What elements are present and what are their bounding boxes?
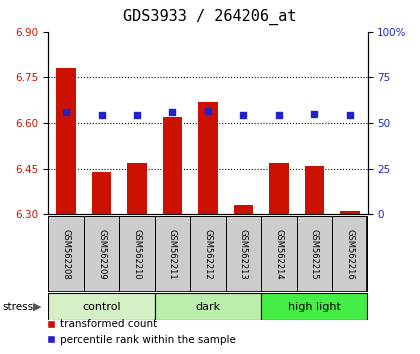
Point [169,109,176,115]
Bar [190,216,226,292]
Text: GSM562212: GSM562212 [203,229,213,279]
Text: GDS3933 / 264206_at: GDS3933 / 264206_at [123,9,297,25]
Point [98,113,105,118]
Text: GSM562214: GSM562214 [274,229,284,279]
Point [346,113,353,118]
Bar [119,216,155,292]
Point [311,111,318,117]
Legend: transformed count, percentile rank within the sample: transformed count, percentile rank withi… [43,315,240,349]
Text: stress: stress [2,302,33,312]
Text: GSM562210: GSM562210 [132,229,142,279]
Bar [155,216,190,292]
Bar [269,162,289,214]
Bar [226,216,261,292]
Text: GSM562216: GSM562216 [345,229,354,279]
Point [276,112,282,118]
Bar [127,162,147,214]
Text: dark: dark [195,302,220,312]
Bar [297,216,332,292]
Point [205,108,211,114]
Bar [332,216,368,292]
Bar [163,117,182,214]
Text: GSM562208: GSM562208 [62,229,71,279]
Text: high light: high light [288,302,341,312]
Text: GSM562209: GSM562209 [97,229,106,279]
Bar [234,205,253,214]
Bar [198,102,218,214]
Bar [84,216,119,292]
Text: GSM562215: GSM562215 [310,229,319,279]
Point [63,109,69,115]
Bar [92,172,111,214]
Text: control: control [82,302,121,312]
Bar [155,293,261,320]
Text: ▶: ▶ [33,302,41,312]
Bar [304,166,324,214]
Bar [56,68,76,214]
Bar [48,216,84,292]
Bar [261,216,297,292]
Bar [48,293,155,320]
Point [134,112,140,117]
Text: GSM562211: GSM562211 [168,229,177,279]
Bar [340,211,360,214]
Bar [261,293,368,320]
Point [240,113,247,118]
Text: GSM562213: GSM562213 [239,229,248,279]
